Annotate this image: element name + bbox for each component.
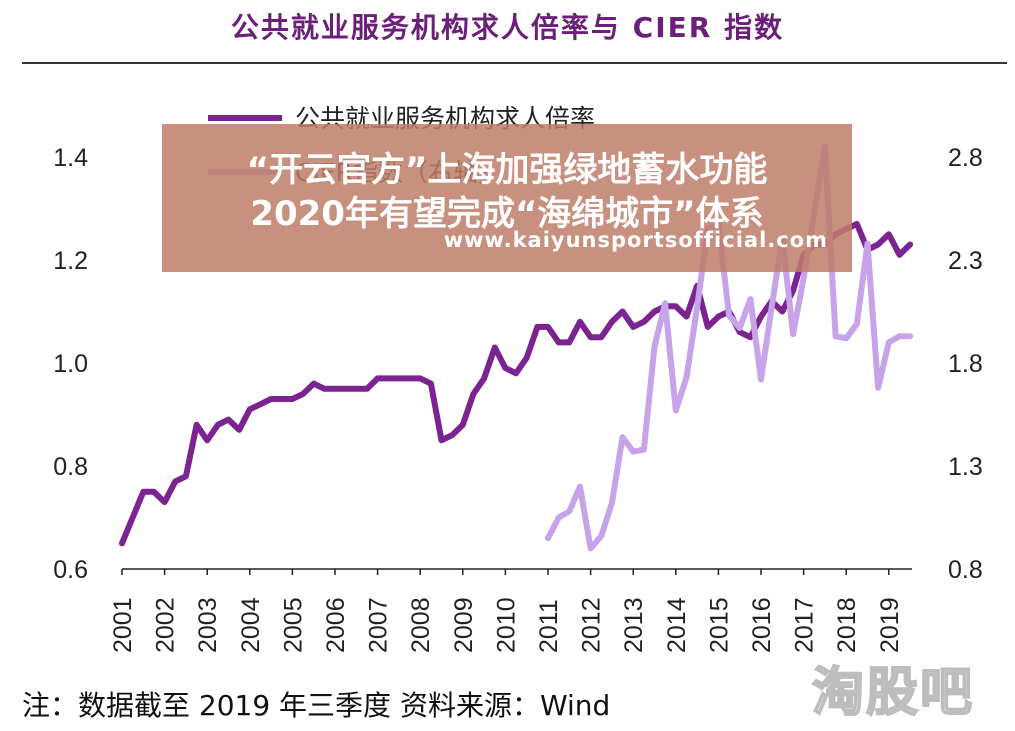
x-tick-label: 2007 (365, 597, 393, 653)
x-tick-label: 2008 (407, 597, 435, 653)
banner-line-1: “开云官方”上海加强绿地蓄水功能 (246, 150, 768, 190)
overlay-banner[interactable]: “开云官方”上海加强绿地蓄水功能 2020年有望完成“海绵城市”体系 www.k… (162, 124, 852, 272)
x-tick-label: 2009 (450, 597, 478, 653)
x-tick-label: 2011 (535, 599, 563, 653)
y-left-tick-label: 1.4 (53, 144, 88, 172)
title-rule (22, 62, 1007, 64)
x-tick-label: 2014 (663, 597, 691, 653)
y-left-tick-label: 0.6 (53, 556, 88, 584)
x-tick-label: 2006 (322, 597, 350, 653)
x-tick-label: 2001 (109, 597, 137, 653)
x-tick-label: 2018 (833, 597, 861, 653)
y-right-tick-label: 1.8 (948, 350, 983, 378)
source-note: 注：数据截至 2019 年三季度 资料来源：Wind (22, 689, 611, 722)
x-tick-label: 2010 (492, 597, 520, 653)
chart: 0.6 0.8 1.0 1.2 1.4 0.8 1.3 1.8 2.3 2.8 2001 2002 20… (53, 104, 983, 653)
y-left-tick-label: 0.8 (53, 453, 88, 481)
series-line-cier (545, 143, 914, 552)
x-tick-label: 2013 (620, 597, 648, 653)
x-tick-label: 2015 (705, 597, 733, 653)
y-left-tick-label: 1.2 (53, 247, 88, 275)
y-left-tick-label: 1.0 (53, 350, 88, 378)
y-right-tick-label: 2.8 (948, 144, 983, 172)
y-right-tick-label: 2.3 (948, 247, 983, 275)
x-tick-label: 2017 (791, 597, 819, 653)
chart-title: 公共就业服务机构求人倍率与 CIER 指数 (230, 11, 785, 44)
x-tick-label: 2003 (194, 597, 222, 653)
banner-line-2: 2020年有望完成“海绵城市”体系 (250, 194, 764, 234)
x-tick-label: 2019 (876, 597, 904, 653)
y-right-tick-label: 0.8 (948, 556, 983, 584)
x-tick-label: 2004 (237, 597, 265, 653)
y-right-tick-label: 1.3 (948, 453, 983, 481)
watermark-logo: 淘股吧 (811, 662, 975, 724)
x-tick-label: 2012 (578, 597, 606, 653)
x-tick-label: 2002 (152, 597, 180, 653)
x-tick-label: 2005 (279, 597, 307, 653)
x-tick-label: 2016 (748, 597, 776, 653)
series-line-job-ratio (119, 220, 914, 547)
banner-url[interactable]: www.kaiyunsportsofficial.com (443, 228, 828, 252)
